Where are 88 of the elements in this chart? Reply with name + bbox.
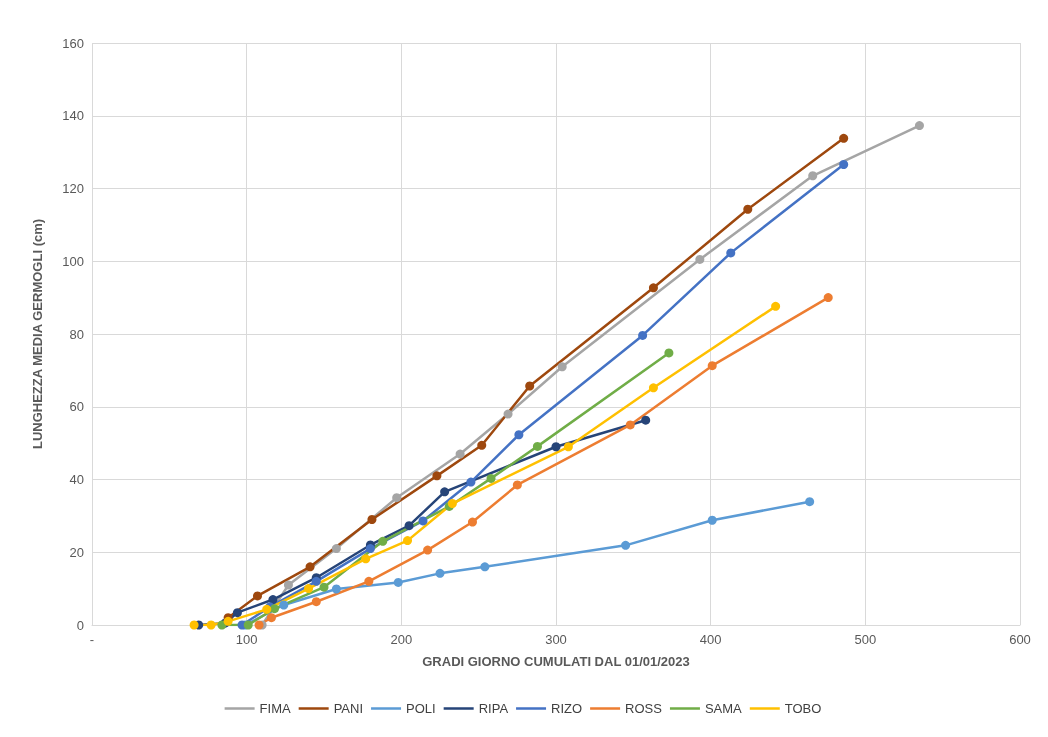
point xyxy=(641,415,651,425)
point xyxy=(206,620,216,630)
point xyxy=(365,544,375,554)
point xyxy=(532,441,542,451)
legend-label: TOBO xyxy=(784,701,822,716)
y-tick-label: 60 xyxy=(69,399,84,415)
point xyxy=(393,577,403,587)
point xyxy=(367,515,377,525)
point xyxy=(423,545,433,555)
point xyxy=(304,584,314,594)
point xyxy=(823,293,833,303)
point xyxy=(331,544,341,554)
x-tick-label: 400 xyxy=(699,632,722,647)
point xyxy=(914,121,924,131)
point xyxy=(311,597,321,607)
point xyxy=(189,620,199,630)
y-tick-label: 20 xyxy=(69,544,84,560)
x-tick-label: 500 xyxy=(854,632,877,647)
point xyxy=(467,517,477,527)
point xyxy=(404,521,414,531)
point xyxy=(270,604,280,614)
x-axis-title: GRADI GIORNO CUMULATI DAL 01/01/2023 xyxy=(422,654,690,669)
point xyxy=(805,497,815,507)
point xyxy=(392,493,402,503)
y-tick-label: 160 xyxy=(62,35,84,51)
point xyxy=(625,420,635,430)
point xyxy=(268,595,278,605)
point xyxy=(648,283,658,293)
x-tick-label: 300 xyxy=(545,632,567,647)
point xyxy=(525,381,535,391)
point xyxy=(557,362,567,372)
point xyxy=(361,554,371,564)
point xyxy=(232,608,242,618)
legend-label: ROSS xyxy=(625,701,663,716)
point xyxy=(808,171,818,181)
point xyxy=(403,536,413,546)
point xyxy=(563,442,573,452)
point xyxy=(283,580,293,590)
point xyxy=(726,248,736,258)
x-tick-label: 100 xyxy=(235,632,258,647)
y-tick-label: 140 xyxy=(62,108,84,124)
point xyxy=(512,480,522,490)
legend-label: SAMA xyxy=(704,701,743,716)
point xyxy=(480,562,490,572)
point xyxy=(378,536,388,546)
point xyxy=(466,477,476,487)
legend-label: FIMA xyxy=(259,701,291,716)
point xyxy=(364,576,374,586)
x-tick-label: 200 xyxy=(390,632,413,647)
y-tick-label: 100 xyxy=(62,253,84,269)
point xyxy=(331,584,341,594)
y-tick-label: 80 xyxy=(69,326,84,342)
point xyxy=(418,516,428,526)
point xyxy=(707,515,717,525)
point xyxy=(266,613,276,623)
y-tick-label: 0 xyxy=(76,617,84,633)
y-tick-label: 120 xyxy=(62,181,84,196)
legend-label: RIZO xyxy=(551,701,583,716)
legend-label: PANI xyxy=(333,701,364,716)
point xyxy=(486,473,496,483)
y-tick-label: 40 xyxy=(69,472,84,487)
point xyxy=(664,348,674,358)
point xyxy=(707,361,717,371)
x-tick-label: 600 xyxy=(1009,632,1031,647)
legend-label: POLI xyxy=(406,701,436,716)
point xyxy=(771,301,781,311)
point xyxy=(638,330,648,340)
point xyxy=(695,254,705,264)
point xyxy=(319,582,329,592)
point xyxy=(839,159,849,169)
point xyxy=(432,471,442,481)
x-tick-label: - xyxy=(89,632,95,647)
point xyxy=(514,430,524,440)
point xyxy=(503,409,513,419)
point xyxy=(279,600,289,610)
point xyxy=(648,383,658,393)
point xyxy=(621,540,631,550)
point xyxy=(435,568,445,578)
point xyxy=(477,440,487,450)
point xyxy=(839,133,849,143)
y-axis-title: LUNGHEZZA MEDIA GERMOGLI (cm) xyxy=(30,218,45,450)
legend-label: RIPA xyxy=(478,701,509,716)
point xyxy=(455,449,465,459)
point xyxy=(743,204,753,214)
point xyxy=(440,487,450,497)
point xyxy=(253,591,262,601)
point xyxy=(551,442,561,452)
point xyxy=(305,562,315,572)
